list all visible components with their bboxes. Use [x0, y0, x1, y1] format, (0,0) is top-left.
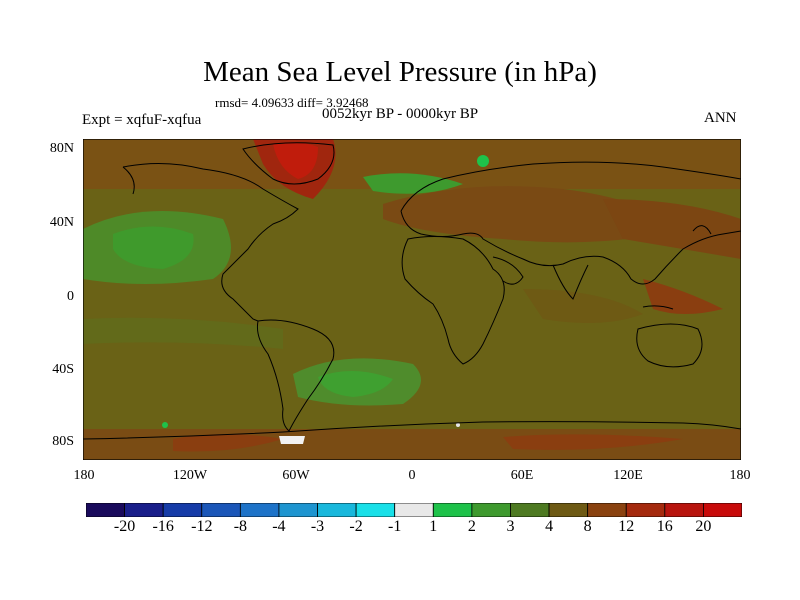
colorbar-label-9: 2 [467, 518, 476, 535]
colorbar-box-3 [201, 503, 241, 517]
lon-tick-180e: 180 [729, 468, 751, 483]
period-label: 0052kyr BP - 0000kyr BP [322, 106, 479, 122]
colorbar-box-1 [124, 503, 164, 517]
colorbar-label-1: -16 [152, 518, 174, 535]
colorbar-box-4 [239, 503, 280, 517]
lon-tick-180w: 180 [73, 468, 95, 483]
colorbar-box-9 [432, 503, 473, 517]
lat-tick-80s: 80S [52, 434, 74, 449]
colorbar-label-10: 3 [506, 518, 515, 535]
colorbar-label-13: 12 [618, 518, 635, 535]
colorbar-label-0: -20 [113, 518, 136, 535]
colorbar-box-10 [471, 503, 511, 517]
colorbar-label-4: -4 [272, 518, 286, 535]
stats-line: rmsd= 4.09633 diff= 3.92468 [215, 95, 369, 110]
colorbar-label-2: -12 [191, 518, 213, 535]
lon-tick-120w: 120W [172, 468, 208, 483]
colorbar-box-14 [625, 503, 666, 517]
colorbar-label-15: 20 [695, 518, 712, 535]
colorbar-box-7 [355, 503, 396, 517]
colorbar-label-11: 4 [545, 518, 554, 535]
colorbar-box-15 [664, 503, 704, 517]
lat-tick-40s: 40S [52, 362, 74, 377]
colorbar-box-13 [587, 503, 627, 517]
colorbar [86, 503, 742, 517]
colorbar-box-12 [548, 503, 589, 517]
colorbar-label-6: -2 [349, 518, 363, 535]
colorbar-label-14: 16 [656, 518, 673, 535]
colorbar-label-5: -3 [310, 518, 325, 535]
colorbar-label-8: 1 [429, 518, 438, 535]
colorbar-label-7: -1 [388, 518, 402, 535]
colorbar-box-2 [162, 503, 203, 517]
season-label: ANN [704, 110, 737, 126]
lat-tick-40n: 40N [49, 215, 74, 230]
colorbar-label-3: -8 [233, 518, 248, 535]
colorbar-box-5 [278, 503, 318, 517]
pressure-map [83, 139, 741, 460]
colorbar-box-11 [510, 503, 550, 517]
plot-title: Mean Sea Level Pressure (in hPa) [203, 56, 597, 88]
experiment-label: Expt = xqfuF-xqfua [82, 112, 202, 128]
colorbar-box-8 [394, 503, 434, 517]
colorbar-box-0 [86, 503, 125, 517]
colorbar-box-6 [317, 503, 357, 517]
lon-tick-60w: 60W [282, 468, 310, 483]
lon-tick-120e: 120E [613, 468, 643, 483]
lat-tick-80n: 80N [49, 141, 74, 156]
colorbar-box-16 [703, 503, 742, 517]
coastlines [83, 142, 741, 440]
lon-tick-60e: 60E [510, 468, 534, 483]
colorbar-label-12: 8 [583, 518, 592, 535]
lat-tick-0: 0 [67, 289, 74, 304]
lon-tick-0: 0 [408, 468, 416, 483]
